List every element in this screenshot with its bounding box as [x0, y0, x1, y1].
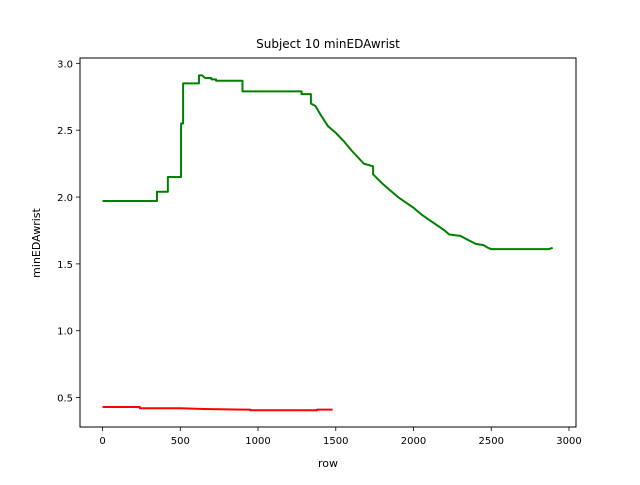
x-axis-label: row: [318, 457, 338, 470]
series-green-line: [102, 74, 554, 251]
x-tick-label: 2500: [479, 436, 504, 447]
x-tick-label: 1000: [245, 436, 270, 447]
x-tick-label: 0: [99, 436, 105, 447]
y-tick-label: 1.5: [57, 260, 73, 271]
y-tick-label: 2.5: [57, 126, 73, 137]
x-tick-label: 3000: [556, 436, 581, 447]
y-tick-label: 0.5: [57, 394, 73, 405]
y-tick-label: 3.0: [57, 59, 73, 70]
x-tick-label: 2000: [401, 436, 426, 447]
y-axis: 0.5 1.0 1.5 2.0 2.5 3.0: [57, 59, 80, 405]
x-tick-label: 500: [171, 436, 190, 447]
y-axis-label: minEDAwrist: [30, 207, 43, 277]
series-red-line: [102, 405, 333, 412]
x-tick-label: 1500: [323, 436, 348, 447]
plot-frame: [79, 57, 577, 428]
chart-title: Subject 10 minEDAwrist: [256, 37, 400, 51]
x-axis: 0 500 1000 1500 2000 2500 3000: [99, 427, 582, 447]
series-layer: [102, 74, 554, 412]
y-tick-label: 2.0: [57, 193, 73, 204]
y-tick-label: 1.0: [57, 327, 73, 338]
